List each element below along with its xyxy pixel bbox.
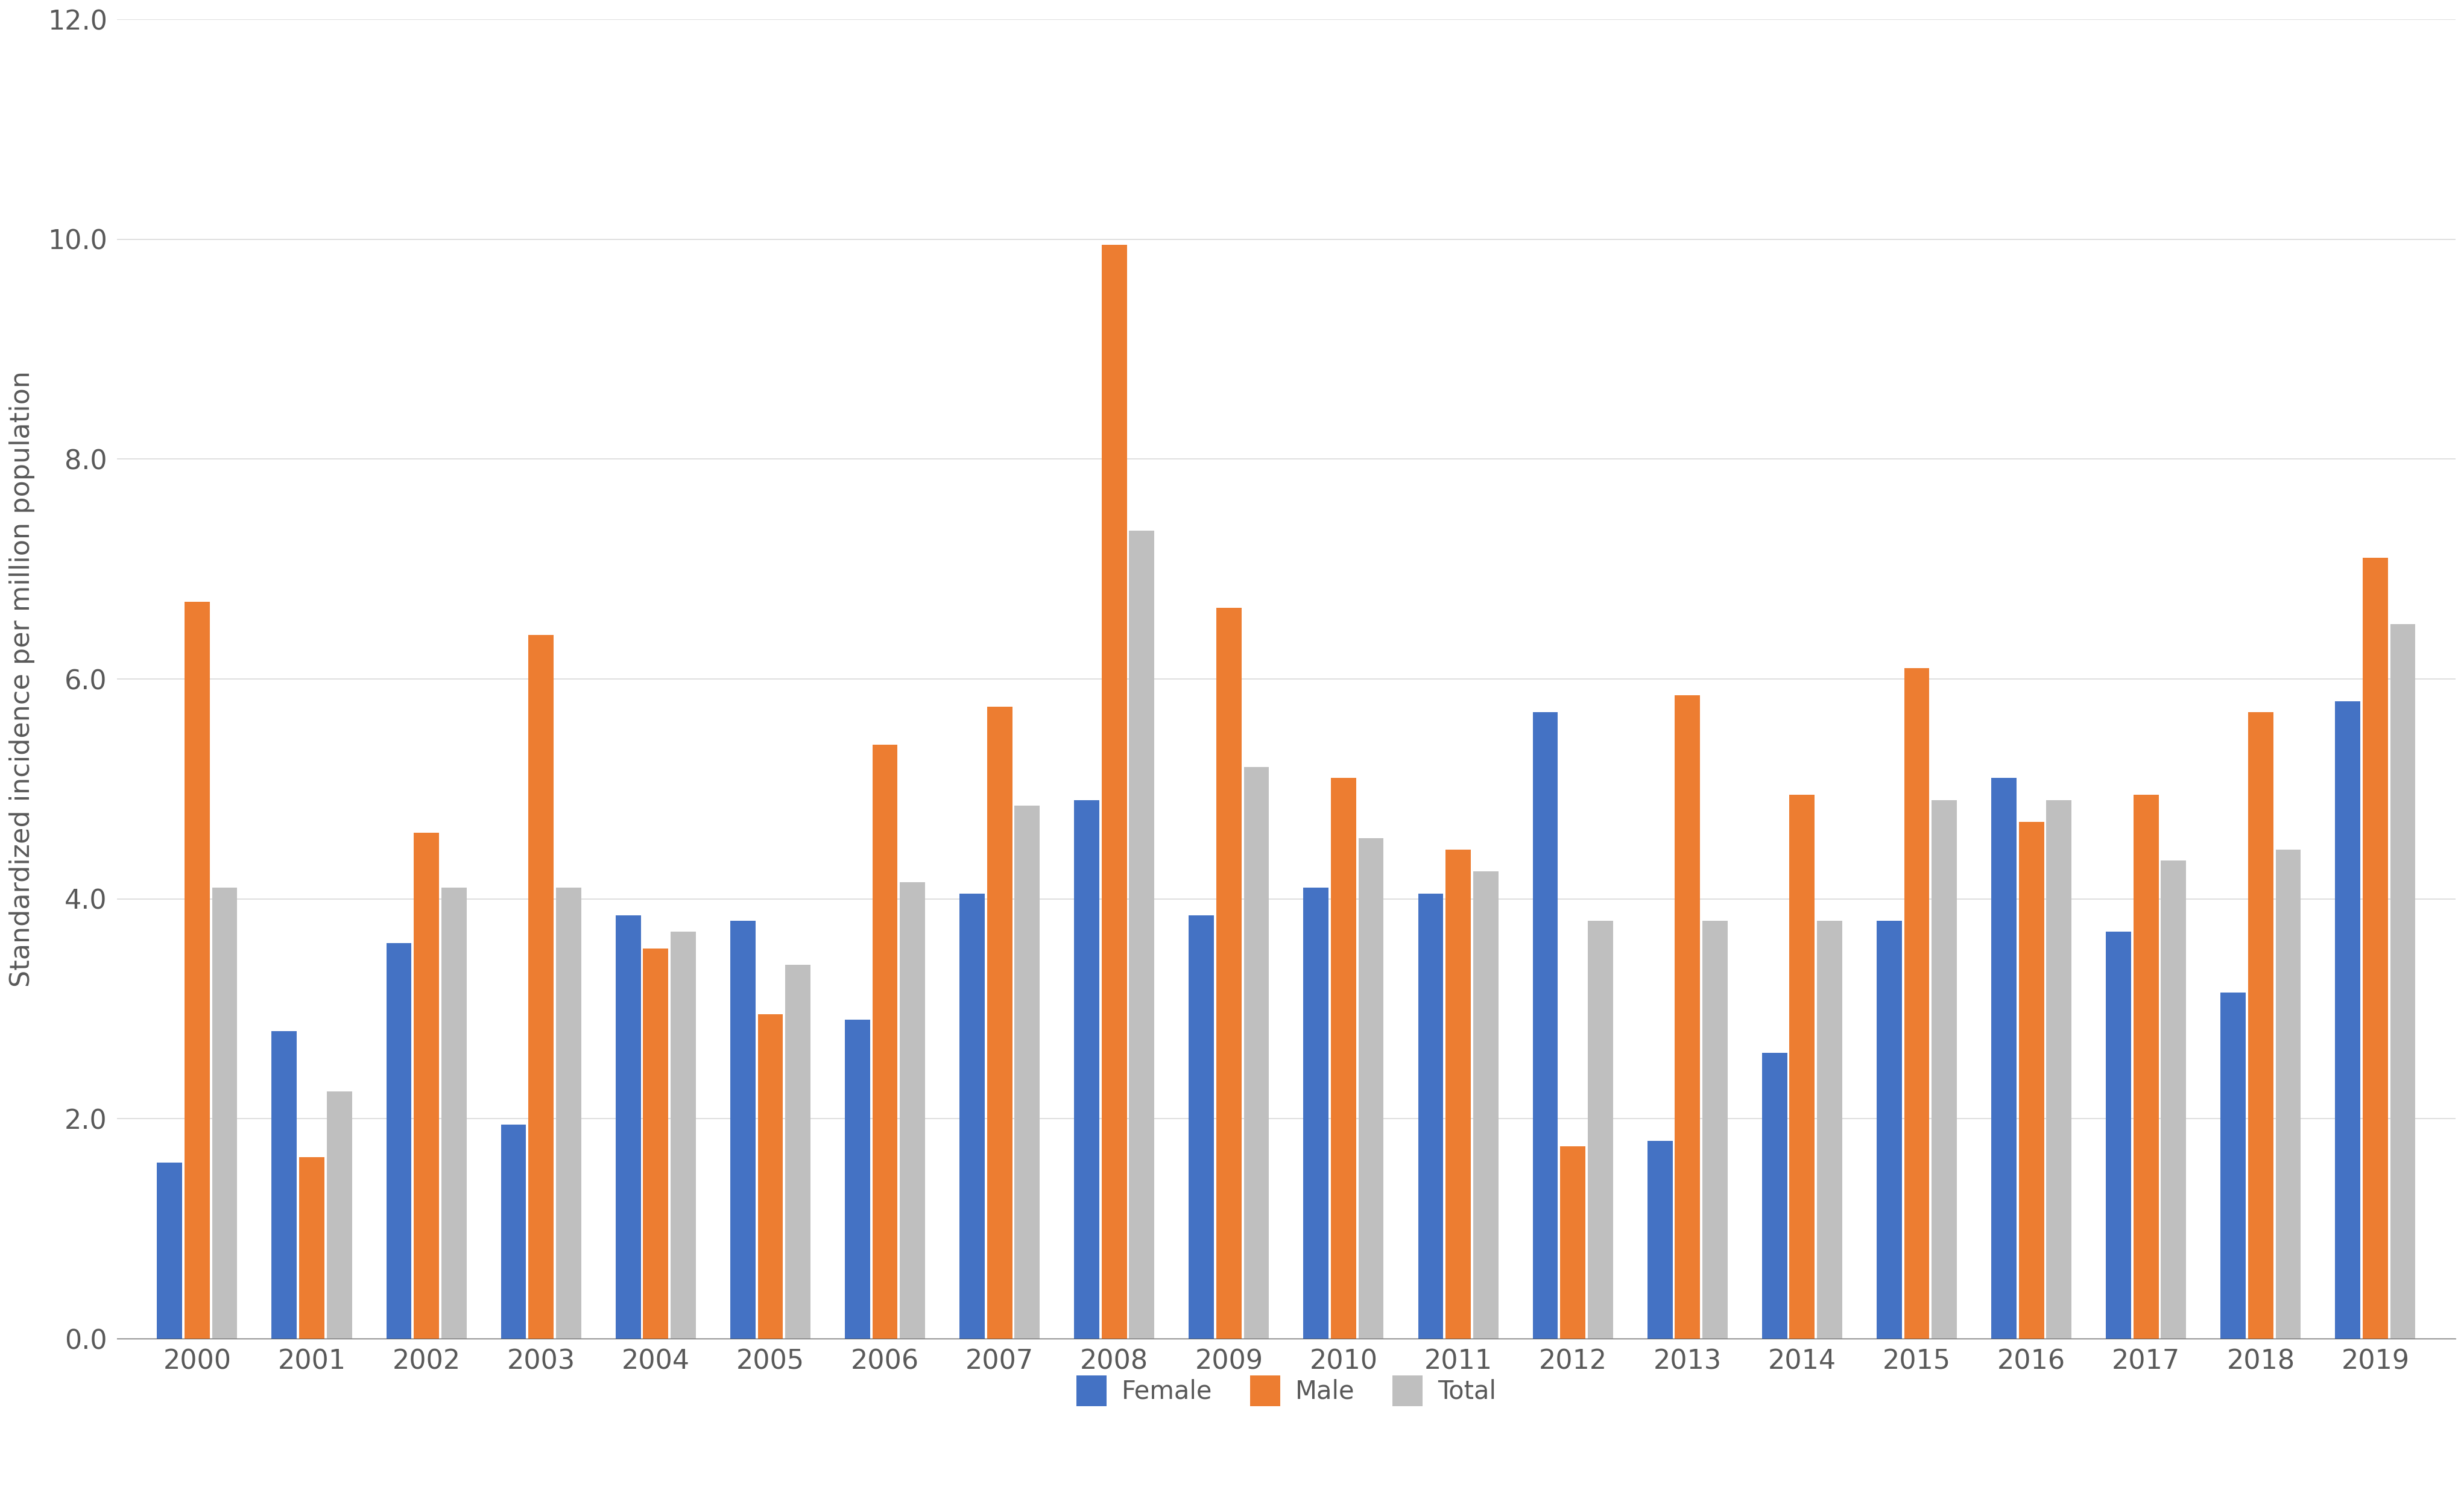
Bar (557, 888, 582, 1338)
Bar (185, 602, 209, 1338)
Bar (2390, 624, 2415, 1338)
Bar (1358, 839, 1382, 1338)
Bar (845, 1019, 870, 1338)
Bar (1015, 806, 1040, 1338)
Bar (786, 966, 811, 1338)
Bar (298, 1158, 325, 1338)
Bar (1587, 921, 1611, 1338)
Bar (1762, 1053, 1786, 1338)
Bar (1101, 244, 1126, 1338)
Bar (2220, 992, 2245, 1338)
Bar (328, 1091, 352, 1338)
Bar (1446, 849, 1471, 1338)
Bar (387, 943, 411, 1338)
Bar (1533, 712, 1557, 1338)
Bar (986, 706, 1013, 1338)
Bar (2018, 822, 2043, 1338)
Bar (2161, 860, 2186, 1338)
Bar (2363, 559, 2388, 1338)
Bar (1303, 888, 1328, 1338)
Bar (2333, 700, 2361, 1338)
Bar (158, 1162, 182, 1338)
Bar (527, 635, 554, 1338)
Bar (1560, 1146, 1584, 1338)
Bar (1473, 872, 1498, 1338)
Bar (1188, 915, 1215, 1338)
Bar (1129, 530, 1153, 1338)
Bar (1932, 800, 1956, 1338)
Bar (2104, 931, 2131, 1338)
Bar (2274, 849, 2301, 1338)
Bar (1646, 1141, 1673, 1338)
Bar (1816, 921, 1841, 1338)
Bar (2134, 794, 2158, 1338)
Legend: Female, Male, Total: Female, Male, Total (1064, 1363, 1508, 1418)
Bar (616, 915, 641, 1338)
Bar (414, 833, 439, 1338)
Bar (899, 882, 924, 1338)
Bar (670, 931, 695, 1338)
Bar (1905, 668, 1929, 1338)
Bar (1244, 767, 1269, 1338)
Bar (958, 894, 986, 1338)
Bar (271, 1031, 296, 1338)
Bar (1217, 608, 1242, 1338)
Bar (1676, 696, 1700, 1338)
Bar (1417, 894, 1444, 1338)
Y-axis label: Standardized incidence per million population: Standardized incidence per million popul… (10, 371, 34, 988)
Bar (2247, 712, 2272, 1338)
Bar (212, 888, 237, 1338)
Bar (2045, 800, 2072, 1338)
Bar (643, 948, 668, 1338)
Bar (729, 921, 756, 1338)
Bar (1074, 800, 1099, 1338)
Bar (756, 1015, 784, 1338)
Bar (872, 745, 897, 1338)
Bar (1789, 794, 1814, 1338)
Bar (500, 1125, 525, 1338)
Bar (441, 888, 466, 1338)
Bar (1991, 778, 2016, 1338)
Bar (1331, 778, 1355, 1338)
Bar (1875, 921, 1902, 1338)
Bar (1703, 921, 1727, 1338)
